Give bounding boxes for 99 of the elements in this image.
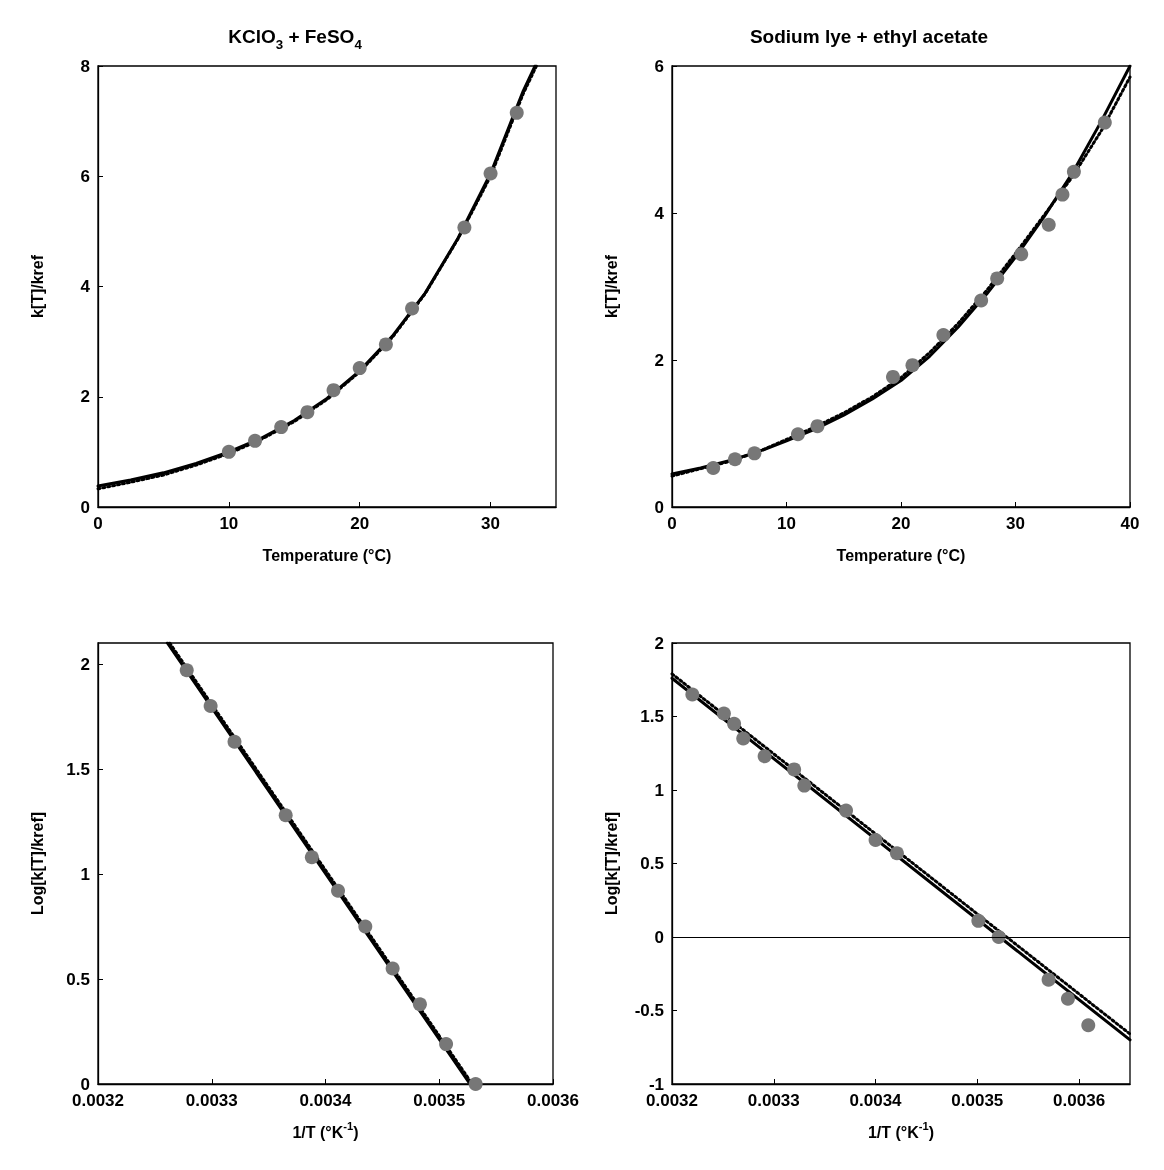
point — [274, 420, 289, 435]
point — [405, 301, 420, 316]
point — [1055, 187, 1070, 202]
point — [483, 166, 498, 181]
y-tick-label: -0.5 — [634, 1001, 664, 1020]
y-tick-label: 0 — [80, 497, 90, 517]
y-tick-label: 4 — [654, 203, 665, 223]
point — [797, 778, 812, 793]
x-tick-label: 0.0035 — [413, 1091, 466, 1110]
y-tick-label: 8 — [80, 56, 90, 76]
point — [736, 731, 751, 746]
point — [300, 405, 315, 420]
point — [971, 913, 986, 928]
x-tick-label: 0.0032 — [72, 1091, 124, 1110]
chart-title: Sodium lye + ethyl acetate — [749, 25, 989, 47]
point — [886, 369, 900, 384]
x-tick-label: 0 — [667, 514, 677, 533]
point — [974, 293, 989, 308]
x-tick-label: 10 — [777, 514, 796, 533]
x-tick-label: 0.0034 — [299, 1091, 353, 1110]
point — [358, 919, 373, 934]
point — [352, 361, 367, 376]
point — [439, 1037, 454, 1052]
point — [1041, 972, 1056, 987]
point — [1041, 217, 1056, 232]
point — [278, 808, 293, 823]
point — [468, 1077, 483, 1091]
x-tick-label: 0.0036 — [527, 1091, 579, 1110]
point — [1014, 247, 1029, 262]
x-tick-label: 30 — [481, 514, 501, 533]
point — [304, 850, 319, 865]
y-tick-label: 4 — [80, 277, 91, 296]
point — [810, 419, 825, 434]
y-axis-title: Log[k[T]/kref] — [28, 811, 46, 916]
y-tick-label: 2 — [80, 654, 90, 674]
point — [936, 328, 951, 343]
point — [991, 930, 1006, 944]
y-axis-title: Log[k[T]/kref] — [602, 811, 620, 916]
y-tick-label: 2 — [80, 387, 90, 407]
point — [787, 762, 802, 777]
y-tick-label: 0 — [80, 1074, 90, 1094]
y-axis-title: k[T]/kref — [602, 254, 620, 319]
point — [331, 883, 346, 898]
y-tick-label: 2 — [654, 350, 664, 370]
point — [221, 444, 236, 459]
x-tick-label: 0.0033 — [185, 1091, 238, 1110]
y-tick-label: 1 — [80, 864, 90, 884]
point — [1097, 115, 1112, 130]
point — [727, 716, 742, 731]
point — [227, 734, 242, 749]
point — [868, 832, 883, 847]
y-tick-label: 2 — [654, 633, 664, 653]
y-tick-label: 1 — [654, 780, 664, 800]
x-tick-label: 40 — [1120, 514, 1140, 533]
x-tick-label: 0.0033 — [747, 1091, 800, 1110]
point — [412, 997, 427, 1012]
y-tick-label: 1.5 — [66, 759, 90, 779]
x-tick-label: 10 — [219, 514, 239, 533]
point — [1066, 164, 1081, 179]
x-tick-label: 0 — [93, 514, 103, 533]
y-tick-label: -1 — [648, 1074, 664, 1094]
point — [179, 663, 194, 678]
y-tick-label: 6 — [80, 166, 90, 186]
point — [757, 749, 772, 764]
y-axis-title: k[T]/kref — [28, 254, 46, 319]
point — [457, 220, 472, 235]
point — [747, 446, 762, 461]
x-tick-label: 20 — [350, 514, 370, 533]
point — [685, 687, 700, 702]
point — [1081, 1018, 1096, 1033]
x-tick-label: 20 — [891, 514, 911, 533]
x-axis-title: Temperature (°C) — [262, 547, 392, 565]
point — [509, 105, 524, 120]
point — [990, 271, 1005, 286]
x-axis-title: Temperature (°C) — [836, 547, 966, 565]
y-tick-label: 1.5 — [640, 707, 664, 726]
y-tick-label: 0 — [654, 927, 664, 947]
point — [378, 337, 393, 352]
point — [385, 961, 400, 976]
x-tick-label: 0.0034 — [849, 1091, 903, 1110]
x-tick-label: 0.0035 — [951, 1091, 1004, 1110]
point — [839, 803, 854, 818]
point — [706, 461, 721, 476]
point — [889, 846, 904, 861]
point — [203, 699, 218, 713]
y-tick-label: 0.5 — [640, 854, 664, 873]
y-tick-label: 0.5 — [66, 969, 90, 989]
y-tick-label: 0 — [654, 497, 664, 517]
point — [248, 433, 263, 448]
x-tick-label: 30 — [1006, 514, 1025, 533]
point — [905, 358, 920, 373]
x-tick-label: 0.0032 — [646, 1091, 698, 1110]
y-tick-label: 6 — [654, 56, 664, 76]
point — [716, 706, 731, 721]
point — [790, 427, 805, 442]
x-tick-label: 0.0036 — [1053, 1091, 1106, 1110]
point — [1060, 991, 1075, 1006]
point — [326, 383, 341, 398]
point — [727, 452, 742, 467]
